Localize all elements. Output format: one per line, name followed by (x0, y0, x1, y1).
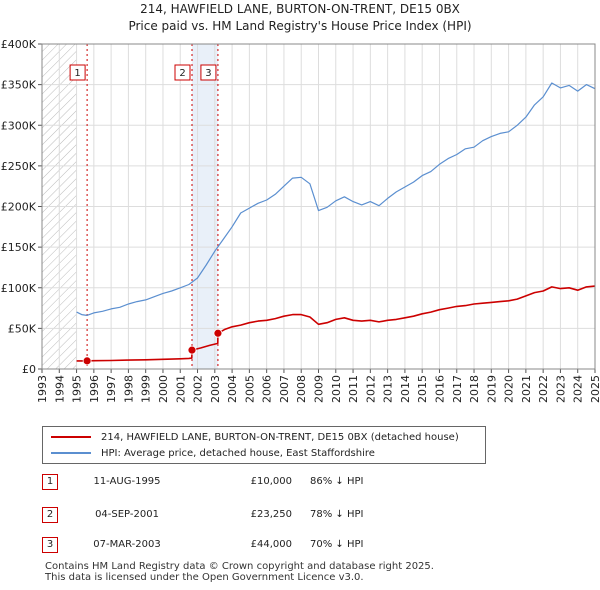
plot-frame (41, 43, 596, 370)
transaction-3-label: 3 (205, 68, 211, 79)
transaction-3-point (213, 328, 223, 338)
transaction-2-label-box (174, 64, 191, 81)
transaction-hpi: 70% ↓ HPI (310, 539, 364, 550)
transaction-hpi: 78% ↓ HPI (310, 509, 364, 520)
table-row: 3 07-MAR-2003 £44,000 70% ↓ HPI (42, 537, 600, 553)
x-tick-label: 2023 (554, 375, 567, 403)
x-tick-label: 1997 (105, 375, 118, 403)
transaction-price: £23,250 (250, 509, 292, 520)
x-tick-label: 2021 (520, 375, 533, 403)
transaction-date: 04-SEP-2001 (95, 509, 159, 520)
legend-label-property: 214, HAWFIELD LANE, BURTON-ON-TRENT, DE1… (101, 432, 459, 443)
x-tick-label: 2010 (330, 375, 343, 403)
y-tick-label: £350K (1, 79, 37, 92)
legend-item-property: 214, HAWFIELD LANE, BURTON-ON-TRENT, DE1… (51, 430, 459, 446)
x-tick-label: 2017 (451, 375, 464, 403)
x-tick-label: 1999 (140, 375, 153, 403)
x-tick-label: 1996 (88, 375, 101, 403)
chart-subtitle: Price paid vs. HM Land Registry's House … (128, 19, 472, 33)
chart-title: 214, HAWFIELD LANE, BURTON-ON-TRENT, DE1… (0, 1, 600, 35)
footer: Contains HM Land Registry data © Crown c… (45, 561, 434, 583)
x-tick-label: 2003 (209, 375, 222, 403)
table-row: 1 11-AUG-1995 £10,000 86% ↓ HPI (42, 474, 600, 490)
series-line-hpi (76, 82, 596, 316)
x-tick-label: 2014 (399, 375, 412, 403)
transaction-price: £10,000 (250, 476, 292, 487)
y-tick-label: £50K (8, 322, 37, 335)
x-tick-label: 2002 (192, 375, 205, 403)
price-chart: 1 2 3 1993 1994 1995 1996 1997 1998 1999 2000 2001… (1, 38, 600, 403)
transaction-number: 2 (42, 507, 58, 523)
footer-licence: This data is licensed under the Open Gov… (45, 572, 364, 583)
x-tick-label: 2004 (226, 375, 239, 403)
y-tick-label: £0 (22, 363, 36, 376)
x-tick-label: 2018 (468, 375, 481, 403)
x-tick-label: 2019 (485, 375, 498, 403)
y-tick-label: £250K (1, 160, 37, 173)
transaction-date: 11-AUG-1995 (93, 476, 161, 487)
x-tick-label: 2006 (261, 375, 274, 403)
x-tick-label: 2001 (174, 375, 187, 403)
table-row: 2 04-SEP-2001 £23,250 78% ↓ HPI (42, 507, 600, 523)
y-tick-label: £300K (1, 119, 37, 132)
transaction-number: 1 (42, 474, 58, 490)
legend-item-hpi: HPI: Average price, detached house, East… (51, 446, 375, 462)
x-tick-label: 2008 (295, 375, 308, 403)
x-tick-label: 2025 (589, 375, 600, 403)
transaction-2-point (187, 345, 197, 355)
transaction-1-label: 1 (74, 68, 80, 79)
x-tick-label: 2022 (537, 375, 550, 403)
legend: 214, HAWFIELD LANE, BURTON-ON-TRENT, DE1… (42, 426, 486, 464)
legend-label-hpi: HPI: Average price, detached house, East… (101, 448, 375, 459)
y-tick-label: £100K (1, 282, 37, 295)
x-tick-label: 2009 (313, 375, 326, 403)
footer-copyright: Contains HM Land Registry data © Crown c… (45, 561, 434, 572)
x-tick-label: 1998 (122, 375, 135, 403)
x-tick-label: 2015 (416, 375, 429, 403)
y-tick-label: £200K (1, 201, 37, 214)
x-tick-label: 2005 (243, 375, 256, 403)
x-tick-label: 2024 (572, 375, 585, 403)
transaction-3-label-box (200, 64, 217, 81)
x-tick-label: 2000 (157, 375, 170, 403)
x-tick-label: 2016 (433, 375, 446, 403)
x-tick-label: 2012 (364, 375, 377, 403)
x-tick-label: 2020 (503, 375, 516, 403)
transaction-date: 07-MAR-2003 (93, 539, 161, 550)
x-tick-label: 1994 (53, 375, 66, 403)
transaction-1-point (82, 356, 92, 366)
x-tick-label: 1995 (71, 375, 84, 403)
y-tick-label: £400K (1, 38, 37, 51)
legend-swatch-hpi (51, 452, 91, 454)
x-tick-label: 2013 (382, 375, 395, 403)
chart-title-main: 214, HAWFIELD LANE, BURTON-ON-TRENT, DE1… (140, 2, 460, 16)
x-tick-label: 2007 (278, 375, 291, 403)
transaction-hpi: 86% ↓ HPI (310, 476, 364, 487)
transaction-number: 3 (42, 537, 58, 553)
x-tick-label: 1993 (36, 375, 49, 403)
x-tick-label: 2011 (347, 375, 360, 403)
transaction-price: £44,000 (250, 539, 292, 550)
legend-swatch-property (51, 436, 91, 438)
transaction-2-label: 2 (179, 68, 185, 79)
y-tick-label: £150K (1, 241, 37, 254)
transaction-1-label-box (69, 64, 86, 81)
